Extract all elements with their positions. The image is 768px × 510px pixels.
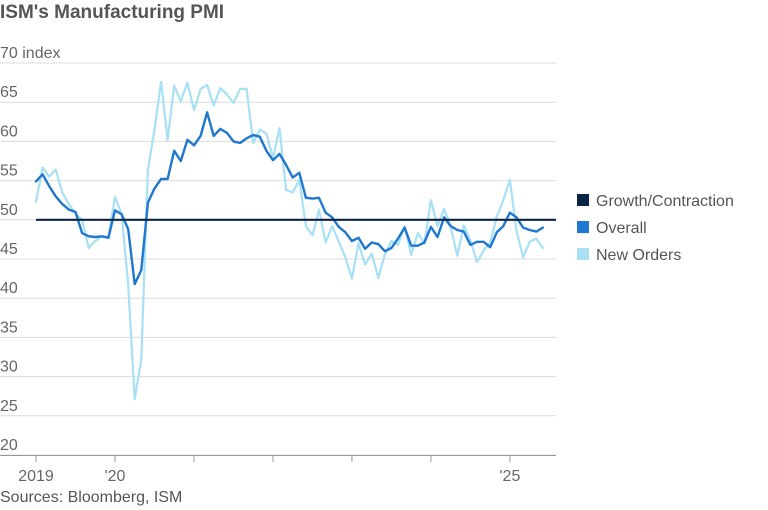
chart-source: Sources: Bloomberg, ISM [0,489,183,506]
chart-title: ISM's Manufacturing PMI [0,2,225,23]
x-tick-label: 2019 [18,468,54,485]
y-tick-label: 55 [0,163,18,180]
y-tick-label: 65 [0,84,18,101]
y-tick-label: 30 [0,359,18,376]
chart-svg: 20 25 30 35 40 45 50 55 60 65 70 index 2019 '20 '25 G… [0,45,734,485]
y-tick-label: 20 [0,437,18,454]
y-tick-label: 35 [0,319,18,336]
axis-layer: 20 25 30 35 40 45 50 55 60 65 70 index 2019 '20 '25 [0,45,556,485]
y-tick-label: 25 [0,398,18,415]
x-tick-label: '20 [105,468,126,485]
y-tick-label: 50 [0,202,18,219]
legend-swatch-overall [577,221,589,233]
series-line-new-orders [34,80,544,401]
legend-swatch-new-orders [577,248,589,260]
legend-label-new-orders: New Orders [596,247,681,264]
y-tick-label: 40 [0,280,18,297]
legend-label-overall: Overall [596,220,647,237]
series-line-overall [34,111,544,286]
series-layer [34,80,556,401]
legend-layer: Growth/Contraction Overall New Orders [577,193,734,264]
x-tick-label: '25 [499,468,520,485]
y-tick-label: 70 index [0,45,61,62]
y-tick-label: 45 [0,241,18,258]
legend-label-growth-contraction: Growth/Contraction [596,193,734,210]
y-tick-label: 60 [0,123,18,140]
legend-swatch-growth-contraction [577,194,589,206]
grid-layer [0,62,556,456]
